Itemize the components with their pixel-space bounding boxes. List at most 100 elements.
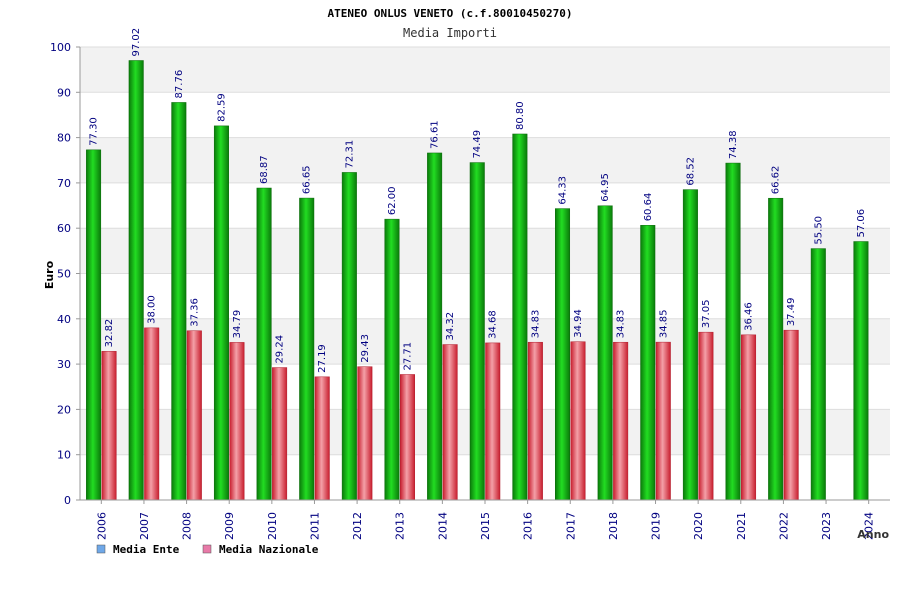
value-label: 27.19 xyxy=(317,344,328,373)
value-label: 82.59 xyxy=(216,93,227,122)
bar-media-nazionale-2011 xyxy=(314,376,330,501)
y-tick-label: 30 xyxy=(57,358,71,371)
y-axis-label: Euro xyxy=(43,260,56,289)
x-tick-label: 2009 xyxy=(223,512,236,540)
bar-media-nazionale-2016 xyxy=(527,341,543,501)
bar-media-ente-2022 xyxy=(768,197,784,501)
x-tick-label: 2019 xyxy=(650,512,663,540)
value-label: 64.33 xyxy=(558,176,569,205)
bar-media-ente-2019 xyxy=(640,225,656,501)
value-label: 27.71 xyxy=(402,342,413,371)
value-label: 68.87 xyxy=(259,155,270,184)
x-tick-label: 2011 xyxy=(308,512,321,540)
value-label: 57.06 xyxy=(856,209,867,238)
value-label: 55.50 xyxy=(813,216,824,245)
x-tick-label: 2016 xyxy=(522,512,535,540)
value-label: 34.68 xyxy=(488,310,499,339)
value-labels: 77.30 32.82 97.02 38.00 87.76 37.36 82.59 34.79… xyxy=(89,28,867,373)
bar-media-nazionale-2014 xyxy=(442,344,458,501)
value-label: 68.52 xyxy=(685,157,696,186)
bar-media-ente-2007 xyxy=(128,60,144,501)
x-tick-label: 2013 xyxy=(394,512,407,540)
x-tick-label: 2010 xyxy=(266,512,279,540)
bar-media-ente-2006 xyxy=(86,149,102,501)
plot-band xyxy=(80,137,890,183)
bar-media-nazionale-2013 xyxy=(399,374,415,501)
value-label: 62.00 xyxy=(387,186,398,215)
x-tick-label: 2015 xyxy=(479,512,492,540)
x-tick-label: 2008 xyxy=(181,512,194,540)
bar-media-ente-2015 xyxy=(469,162,485,501)
bar-media-nazionale-2022 xyxy=(783,329,799,501)
bar-media-ente-2012 xyxy=(341,172,357,501)
bar-media-ente-2024 xyxy=(853,241,869,501)
bar-media-nazionale-2017 xyxy=(570,341,586,501)
value-label: 37.05 xyxy=(701,300,712,329)
x-tick-label: 2012 xyxy=(351,512,364,540)
x-tick-label: 2017 xyxy=(564,512,577,540)
bar-media-ente-2014 xyxy=(427,152,443,501)
legend-swatch-media-ente xyxy=(96,544,106,554)
x-axis-ticks: 2006 2007 2008 2009 2010 2011 2012 2013 2014 2015… xyxy=(95,500,876,540)
value-label: 87.76 xyxy=(174,70,185,99)
y-tick-label: 20 xyxy=(57,403,71,416)
x-tick-label: 2024 xyxy=(863,512,876,540)
y-tick-label: 40 xyxy=(57,313,71,326)
bar-media-nazionale-2009 xyxy=(229,342,245,501)
value-label: 34.32 xyxy=(445,312,456,341)
bar-media-nazionale-2006 xyxy=(101,351,117,501)
value-label: 72.31 xyxy=(344,140,355,169)
bar-media-ente-2023 xyxy=(810,248,826,501)
bar-media-ente-2017 xyxy=(555,208,571,501)
x-axis-label: Anno xyxy=(857,528,889,541)
y-tick-label: 60 xyxy=(57,222,71,235)
x-tick-label: 2023 xyxy=(820,512,833,540)
value-label: 66.62 xyxy=(771,166,782,195)
value-label: 29.24 xyxy=(275,335,286,364)
bar-media-ente-2010 xyxy=(256,187,272,501)
legend: Media Ente Media Nazionale xyxy=(96,543,319,556)
legend-swatch-media-nazionale xyxy=(202,544,212,554)
bar-media-nazionale-2008 xyxy=(186,330,202,501)
legend-label-media-ente: Media Ente xyxy=(113,543,180,556)
bar-media-nazionale-2010 xyxy=(272,367,288,501)
value-label: 34.79 xyxy=(232,310,243,339)
x-tick-label: 2007 xyxy=(138,512,151,540)
value-label: 37.36 xyxy=(189,298,200,327)
plot-band xyxy=(80,47,890,93)
value-label: 74.38 xyxy=(728,130,739,159)
bar-media-nazionale-2012 xyxy=(357,366,373,501)
value-label: 32.82 xyxy=(104,319,115,348)
value-label: 66.65 xyxy=(302,165,313,194)
y-tick-label: 70 xyxy=(57,177,71,190)
bar-media-ente-2011 xyxy=(299,197,315,501)
value-label: 97.02 xyxy=(131,28,142,57)
x-tick-label: 2006 xyxy=(95,512,108,540)
y-tick-label: 100 xyxy=(50,41,71,54)
plot-band xyxy=(80,92,890,138)
bar-media-nazionale-2019 xyxy=(655,341,671,501)
value-label: 80.80 xyxy=(515,101,526,130)
bar-media-ente-2009 xyxy=(213,125,229,501)
value-label: 37.49 xyxy=(786,298,797,327)
chart-title: ATENEO ONLUS VENETO (c.f.80010450270) xyxy=(327,7,572,20)
y-tick-label: 90 xyxy=(57,86,71,99)
y-tick-label: 80 xyxy=(57,132,71,145)
value-label: 34.83 xyxy=(616,310,627,339)
x-tick-label: 2018 xyxy=(607,512,620,540)
y-tick-label: 10 xyxy=(57,449,71,462)
value-label: 64.95 xyxy=(600,173,611,202)
value-label: 36.46 xyxy=(744,302,755,331)
bar-media-nazionale-2007 xyxy=(144,327,160,501)
value-label: 34.83 xyxy=(530,310,541,339)
bar-media-ente-2013 xyxy=(384,218,400,501)
bar-media-nazionale-2020 xyxy=(698,331,714,501)
value-label: 29.43 xyxy=(360,334,371,363)
bar-media-nazionale-2015 xyxy=(485,342,501,501)
bar-media-nazionale-2021 xyxy=(741,334,757,501)
value-label: 34.94 xyxy=(573,309,584,338)
x-tick-label: 2021 xyxy=(735,512,748,540)
y-tick-label: 0 xyxy=(64,494,71,507)
bar-media-ente-2008 xyxy=(171,102,187,501)
